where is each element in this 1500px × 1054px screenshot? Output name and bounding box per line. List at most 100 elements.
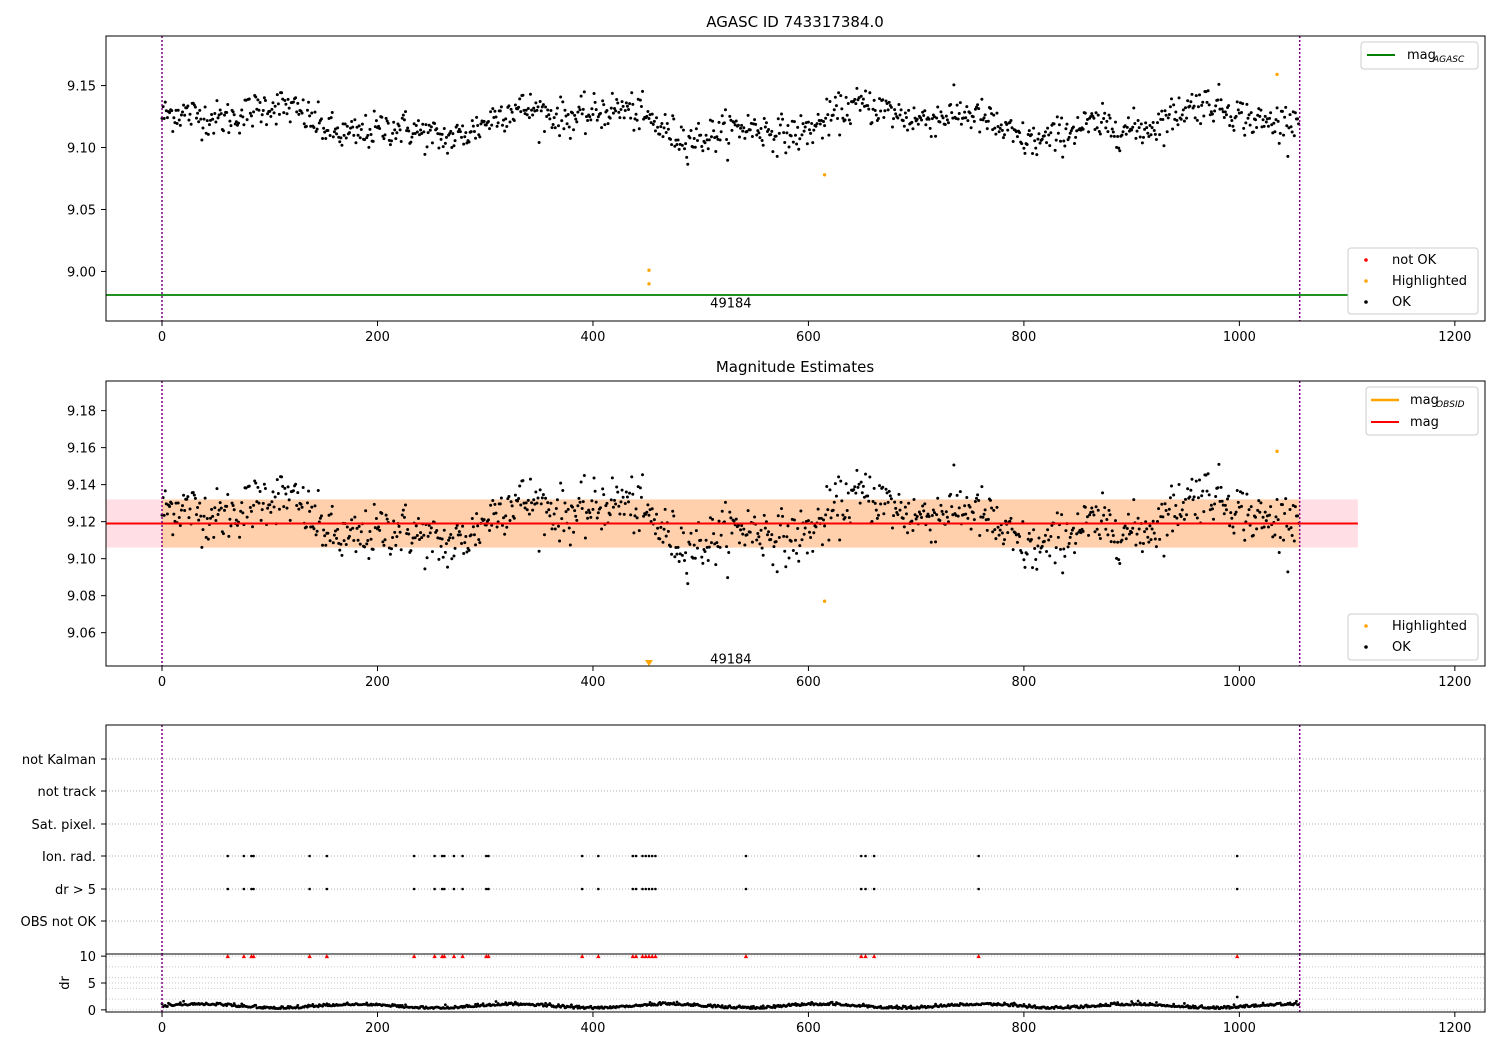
flag-point: [872, 854, 876, 858]
ok-point: [213, 506, 217, 510]
legend-label: mag: [1407, 48, 1436, 63]
ok-point: [1034, 558, 1038, 562]
ok-point: [1088, 513, 1092, 517]
ok-point: [859, 480, 863, 484]
ok-point: [786, 124, 790, 128]
ok-point: [1116, 135, 1120, 139]
ok-point: [239, 509, 243, 513]
ok-point: [927, 117, 931, 121]
ok-point: [172, 512, 176, 516]
flag-point: [440, 854, 444, 858]
ok-point: [753, 118, 757, 122]
ok-point: [965, 496, 969, 500]
ok-point: [800, 133, 804, 137]
ok-point: [1109, 540, 1113, 544]
ok-point: [449, 533, 453, 537]
ok-point: [914, 517, 918, 521]
ok-point: [287, 498, 291, 502]
ok-point: [567, 526, 571, 530]
flag-point: [487, 854, 490, 858]
ok-point: [706, 559, 710, 563]
ok-point: [1259, 501, 1263, 505]
ok-point: [401, 508, 405, 512]
ok-point: [168, 505, 172, 509]
ok-point: [894, 112, 898, 116]
ok-point: [1217, 462, 1221, 466]
ok-point: [1136, 118, 1140, 122]
ok-point: [1038, 550, 1042, 554]
ok-point: [532, 498, 536, 502]
ok-point: [368, 127, 372, 131]
flag-point: [485, 887, 488, 891]
y-tick-label: 9.10: [67, 142, 96, 157]
ok-point: [218, 501, 222, 505]
ok-point: [971, 511, 975, 515]
ok-point: [828, 488, 832, 492]
ok-point: [1094, 111, 1098, 115]
ok-point: [892, 117, 896, 121]
ok-point: [887, 100, 891, 104]
ok-point: [1000, 128, 1004, 132]
ok-point: [1046, 528, 1050, 532]
ok-point: [1104, 126, 1108, 130]
ok-point: [1093, 127, 1097, 131]
ok-point: [1059, 547, 1063, 551]
ok-point: [1278, 535, 1282, 539]
ok-point: [486, 518, 490, 522]
ok-point: [493, 109, 497, 113]
ok-point: [366, 539, 370, 543]
ok-point: [332, 130, 336, 134]
dr-point: [575, 1004, 579, 1008]
ok-point: [548, 117, 552, 121]
panel4-dr-triangles: [225, 954, 1240, 959]
ok-point: [248, 111, 252, 115]
ok-point: [854, 102, 858, 106]
ok-point: [411, 536, 415, 540]
ok-point: [579, 94, 583, 98]
ok-point: [866, 104, 870, 108]
ok-point: [693, 556, 697, 560]
ok-point: [611, 505, 615, 509]
ok-point: [794, 133, 797, 137]
ok-point: [617, 504, 621, 508]
ok-point: [875, 516, 879, 520]
ok-point: [349, 528, 353, 532]
x-tick-label: 200: [365, 675, 390, 690]
ok-point: [602, 103, 606, 107]
ok-point: [1047, 538, 1051, 542]
ok-point: [340, 553, 344, 557]
ok-point: [542, 130, 546, 134]
ok-point: [1036, 137, 1040, 141]
ok-point: [1285, 524, 1289, 528]
ok-point: [1043, 130, 1047, 134]
ok-point: [714, 563, 718, 567]
ok-point: [1110, 529, 1114, 533]
ok-point: [404, 110, 408, 114]
ok-point: [272, 505, 276, 509]
ok-point: [183, 113, 187, 117]
ok-point: [808, 128, 812, 132]
ok-point: [772, 137, 776, 141]
ok-point: [455, 123, 459, 127]
ok-point: [230, 501, 234, 505]
ok-point: [704, 538, 708, 542]
ok-point: [741, 129, 745, 133]
panel1-ok-points: [160, 82, 1301, 166]
ok-point: [926, 512, 930, 516]
ok-point: [186, 495, 190, 499]
ok-point: [463, 541, 467, 545]
dr-point: [760, 1006, 764, 1010]
ok-point: [1153, 132, 1157, 136]
ok-point: [1037, 536, 1041, 540]
ok-point: [1064, 127, 1068, 131]
ok-point: [359, 530, 363, 534]
ok-point: [269, 115, 273, 119]
ok-point: [806, 519, 810, 523]
ok-point: [614, 502, 618, 506]
ok-point: [1066, 138, 1070, 142]
ok-point: [575, 120, 579, 124]
ok-point: [734, 119, 738, 123]
ok-point: [796, 527, 800, 531]
ok-point: [162, 513, 166, 517]
dr-point: [895, 1004, 899, 1008]
